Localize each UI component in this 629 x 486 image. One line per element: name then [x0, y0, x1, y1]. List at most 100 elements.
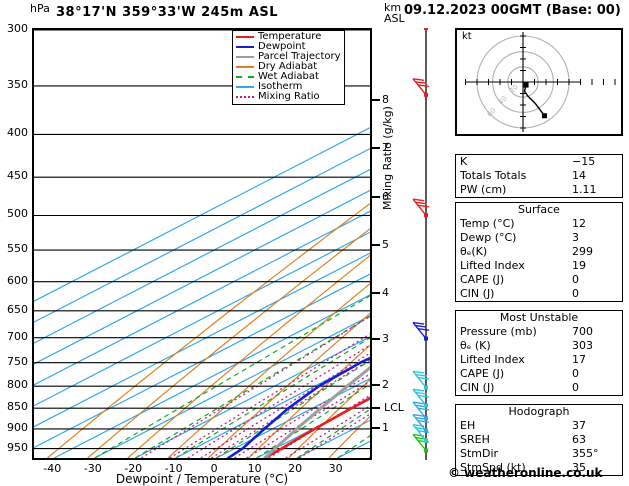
surface-value: 299	[572, 245, 593, 258]
surface-panel: Surface Temp (°C) 12 Dewp (°C) 3 θₑ(K) 299 Lift…	[455, 202, 623, 302]
surface-label: CAPE (J)	[460, 273, 505, 286]
surface-title: Surface	[518, 203, 560, 216]
legend-item-wet-adiabat: Wet Adiabat	[236, 72, 341, 82]
legend-swatch-icon	[236, 76, 254, 78]
x-axis-title: Dewpoint / Temperature (°C)	[115, 472, 289, 486]
wind-barb	[412, 388, 430, 408]
surface-label: Temp (°C)	[460, 217, 515, 230]
wind-barb	[412, 370, 430, 390]
height-tick-7: 7	[382, 141, 389, 155]
most-unstable-row: θₑ (K) 303	[456, 339, 622, 353]
index-label: PW (cm)	[460, 183, 507, 196]
surface-label: Dewp (°C)	[460, 231, 517, 244]
legend-label: Isotherm	[258, 81, 303, 92]
index-label: K	[460, 155, 468, 168]
index-row: K −15	[456, 155, 622, 169]
lcl-label: LCL	[384, 401, 404, 415]
surface-row: CAPE (J) 0	[456, 273, 622, 287]
legend-item-mixing-ratio: Mixing Ratio	[236, 92, 341, 102]
page-title: 38°17'N 359°33'W 245m ASL	[56, 5, 279, 20]
pressure-tick-350: 350	[7, 77, 28, 91]
pressure-tick-300: 300	[7, 22, 28, 35]
height-tick-4: 4	[382, 285, 389, 299]
surface-row: Lifted Index 19	[456, 259, 622, 273]
index-value: 1.11	[572, 183, 597, 196]
height-unit-label: km ASL	[384, 2, 405, 24]
hodograph-row: StmDir 355°	[456, 447, 622, 461]
pressure-tick-650: 650	[7, 302, 28, 316]
height-tick-6: 6	[382, 190, 389, 204]
legend-swatch-icon	[236, 46, 254, 48]
most-unstable-row: CAPE (J) 0	[456, 367, 622, 381]
legend-item-isotherm: Isotherm	[236, 82, 341, 92]
hodograph-title: Hodograph	[508, 405, 570, 418]
hodograph-row: StmSpd (kt) 35	[456, 461, 622, 475]
surface-label: Lifted Index	[460, 259, 525, 272]
pressure-unit-label: hPa	[30, 2, 50, 15]
height-tick-2: 2	[382, 378, 389, 392]
pressure-tick-600: 600	[7, 273, 28, 287]
height-unit-km: km	[384, 1, 402, 14]
legend-item-dry-adiabat: Dry Adiabat	[236, 62, 341, 72]
hodograph-row: EH 37	[456, 419, 622, 433]
surface-label: CIN (J)	[460, 287, 495, 300]
legend-label: Parcel Trajectory	[258, 51, 341, 62]
legend-item-temperature: Temperature	[236, 32, 341, 42]
height-tick-mark-6	[372, 196, 380, 199]
pressure-tick-750: 750	[7, 354, 28, 368]
legend-swatch-icon	[236, 86, 254, 88]
most-unstable-row: Pressure (mb) 700	[456, 325, 622, 339]
legend-item-parcel-trajectory: Parcel Trajectory	[236, 52, 341, 62]
height-tick-mark-5	[372, 243, 380, 246]
pressure-tick-850: 850	[7, 400, 28, 414]
index-label: Totals Totals	[460, 169, 527, 182]
legend-label: Mixing Ratio	[258, 91, 320, 102]
temperature-tick--10: -10	[164, 462, 183, 475]
mixing-ratio-axis-title: Mixing Ratio (g/kg)	[381, 106, 394, 210]
hodograph-row: SREH 63	[456, 433, 622, 447]
surface-row: Dewp (°C) 3	[456, 231, 622, 245]
most-unstable-value: 303	[572, 339, 593, 352]
hodograph-label: SREH	[460, 433, 490, 446]
temperature-tick--30: -30	[83, 462, 102, 475]
most-unstable-value: 17	[572, 353, 586, 366]
legend: Temperature Dewpoint Parcel Trajectory Dry …	[232, 30, 345, 105]
temperature-tick-20: 20	[288, 462, 303, 475]
most-unstable-label: Pressure (mb)	[460, 325, 537, 338]
legend-label: Wet Adiabat	[258, 71, 319, 82]
hodograph-label: StmSpd (kt)	[460, 461, 526, 474]
hodograph-unit-label: kt	[462, 31, 472, 42]
height-tick-3: 3	[382, 331, 389, 345]
temperature-tick--20: -20	[124, 462, 143, 475]
legend-swatch-icon	[236, 96, 254, 98]
surface-label: θₑ(K)	[460, 245, 488, 258]
wind-barb	[412, 321, 430, 341]
wind-barb	[412, 198, 430, 218]
height-unit-asl: ASL	[384, 12, 405, 25]
height-tick-5: 5	[382, 237, 389, 251]
hodograph-label: StmDir	[460, 447, 499, 460]
most-unstable-label: θₑ (K)	[460, 339, 491, 352]
surface-row: CIN (J) 0	[456, 287, 622, 301]
hodograph-value: 35	[572, 461, 586, 474]
height-tick-8: 8	[382, 93, 389, 107]
wind-barb	[424, 28, 428, 30]
legend-label: Dewpoint	[258, 41, 306, 52]
height-tick-mark-3	[372, 337, 380, 340]
hodograph-value: 355°	[572, 447, 599, 460]
most-unstable-title: Most Unstable	[499, 311, 579, 324]
hodograph-table-panel: Hodograph EH 37 SREH 63 StmDir 355° StmSpd (kt)…	[455, 404, 623, 476]
hodograph-plot[interactable]: 20 40 60	[455, 28, 623, 136]
hodograph-ring-label: 60	[486, 106, 498, 118]
legend-swatch-icon	[236, 66, 254, 68]
pressure-tick-800: 800	[7, 378, 28, 392]
index-value: −15	[572, 155, 596, 168]
pressure-tick-550: 550	[7, 242, 28, 256]
temperature-axis: -40 -30 -20 -10 0 10 20 30	[32, 462, 372, 475]
wind-barb	[412, 78, 430, 97]
pressure-tick-900: 900	[7, 420, 28, 434]
most-unstable-value: 700	[572, 325, 593, 338]
most-unstable-value: 0	[572, 367, 579, 380]
hodograph-ring-label: 20	[508, 83, 520, 95]
